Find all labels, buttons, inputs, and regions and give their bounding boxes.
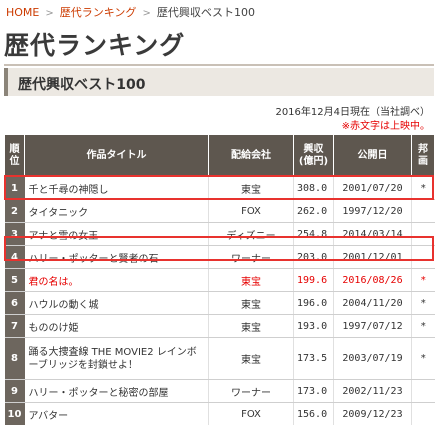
breadcrumb-current: 歴代興収ベスト100 — [156, 6, 256, 19]
header-rank: 順位 — [4, 134, 25, 177]
gross-cell: 254.8 — [293, 222, 334, 246]
table-row: 10 アバター FOX 156.0 2009/12/23 — [4, 402, 435, 425]
gross-cell: 173.5 — [293, 337, 334, 380]
japanese-film-mark: * — [411, 176, 435, 200]
section-title: 歴代興収ベスト100 — [18, 77, 146, 93]
table-header-row: 順位 作品タイトル 配給会社 興収 (億円) 公開日 邦画 — [4, 134, 435, 177]
rank-cell: 1 — [4, 176, 25, 200]
japanese-film-mark — [411, 222, 435, 246]
rank-cell: 10 — [4, 402, 25, 425]
gross-cell: 193.0 — [293, 314, 334, 338]
rank-cell: 2 — [4, 199, 25, 223]
company-cell: 東宝 — [208, 337, 294, 380]
company-cell: 東宝 — [208, 314, 294, 338]
table-row: 7 もののけ姫 東宝 193.0 1997/07/12 * — [4, 314, 435, 338]
table-row: 6 ハウルの動く城 東宝 196.0 2004/11/20 * — [4, 291, 435, 315]
japanese-film-mark: * — [411, 291, 435, 315]
date-cell: 2002/11/23 — [333, 379, 412, 403]
breadcrumb: HOME > 歴代ランキング > 歴代興収ベスト100 — [6, 6, 255, 20]
page-title: 歴代ランキング — [4, 31, 186, 60]
breadcrumb-category-link[interactable]: 歴代ランキング — [59, 6, 137, 19]
gross-cell: 308.0 — [293, 176, 334, 200]
company-cell: FOX — [208, 199, 294, 223]
date-cell: 2003/07/19 — [333, 337, 412, 380]
table-row: 1 千と千尋の神隠し 東宝 308.0 2001/07/20 * — [4, 176, 435, 200]
title-cell: ハウルの動く城 — [24, 291, 209, 315]
japanese-film-mark: * — [411, 337, 435, 380]
title-cell: アバター — [24, 402, 209, 425]
ranking-table: 順位 作品タイトル 配給会社 興収 (億円) 公開日 邦画 1 千と千尋の神隠し … — [4, 134, 435, 425]
title-cell: もののけ姫 — [24, 314, 209, 338]
company-cell: ディズニー — [208, 222, 294, 246]
gross-cell: 173.0 — [293, 379, 334, 403]
gross-cell: 262.0 — [293, 199, 334, 223]
header-gross-line2: (億円) — [298, 155, 329, 167]
japanese-film-mark: * — [411, 314, 435, 338]
japanese-film-mark — [411, 379, 435, 403]
japanese-film-mark — [411, 199, 435, 223]
date-cell: 2001/07/20 — [333, 176, 412, 200]
japanese-film-mark — [411, 245, 435, 269]
title-cell: 千と千尋の神隠し — [24, 176, 209, 200]
date-cell: 2014/03/14 — [333, 222, 412, 246]
title-cell: ハリー・ポッターと秘密の部屋 — [24, 379, 209, 403]
header-company: 配給会社 — [208, 134, 294, 177]
gross-cell: 196.0 — [293, 291, 334, 315]
header-japanese-film: 邦画 — [411, 134, 435, 177]
rank-cell: 4 — [4, 245, 25, 269]
breadcrumb-separator: > — [45, 8, 54, 19]
company-cell: 東宝 — [208, 268, 294, 292]
title-divider — [4, 64, 434, 66]
table-row: 4 ハリー・ポッターと賢者の石 ワーナー 203.0 2001/12/01 — [4, 245, 435, 269]
header-gross: 興収 (億円) — [293, 134, 334, 177]
title-cell: 君の名は。 — [24, 268, 209, 292]
company-cell: 東宝 — [208, 176, 294, 200]
table-row: 3 アナと雪の女王 ディズニー 254.8 2014/03/14 — [4, 222, 435, 246]
date-cell: 2001/12/01 — [333, 245, 412, 269]
as-of-date: 2016年12月4日現在（当社調べ） — [275, 107, 430, 118]
header-gross-line1: 興収 — [303, 143, 324, 155]
date-cell: 2009/12/23 — [333, 402, 412, 425]
breadcrumb-home-link[interactable]: HOME — [6, 6, 40, 19]
breadcrumb-separator: > — [142, 8, 151, 19]
rank-cell: 5 — [4, 268, 25, 292]
header-title: 作品タイトル — [24, 134, 209, 177]
gross-cell: 199.6 — [293, 268, 334, 292]
title-cell: ハリー・ポッターと賢者の石 — [24, 245, 209, 269]
date-cell: 2004/11/20 — [333, 291, 412, 315]
section-header: 歴代興収ベスト100 — [4, 68, 434, 96]
header-date: 公開日 — [333, 134, 412, 177]
table-row: 2 タイタニック FOX 262.0 1997/12/20 — [4, 199, 435, 223]
gross-cell: 203.0 — [293, 245, 334, 269]
header-japanese-film-line1: 邦 — [418, 143, 428, 155]
company-cell: ワーナー — [208, 245, 294, 269]
title-cell: 踊る大捜査線 THE MOVIE2 レインボーブリッジを封鎖せよ！ — [24, 337, 209, 380]
now-showing-note: ※赤文字は上映中。 — [341, 121, 430, 132]
company-cell: 東宝 — [208, 291, 294, 315]
rank-cell: 3 — [4, 222, 25, 246]
title-cell: タイタニック — [24, 199, 209, 223]
table-row: 5 君の名は。 東宝 199.6 2016/08/26 * — [4, 268, 435, 292]
date-cell: 1997/07/12 — [333, 314, 412, 338]
japanese-film-mark — [411, 402, 435, 425]
table-row: 8 踊る大捜査線 THE MOVIE2 レインボーブリッジを封鎖せよ！ 東宝 1… — [4, 337, 435, 380]
rank-cell: 6 — [4, 291, 25, 315]
company-cell: ワーナー — [208, 379, 294, 403]
table-row: 9 ハリー・ポッターと秘密の部屋 ワーナー 173.0 2002/11/23 — [4, 379, 435, 403]
rank-cell: 7 — [4, 314, 25, 338]
rank-cell: 8 — [4, 337, 25, 380]
date-cell: 1997/12/20 — [333, 199, 412, 223]
company-cell: FOX — [208, 402, 294, 425]
rank-cell: 9 — [4, 379, 25, 403]
date-cell: 2016/08/26 — [333, 268, 412, 292]
header-japanese-film-line2: 画 — [418, 155, 428, 167]
title-cell: アナと雪の女王 — [24, 222, 209, 246]
gross-cell: 156.0 — [293, 402, 334, 425]
japanese-film-mark: * — [411, 268, 435, 292]
